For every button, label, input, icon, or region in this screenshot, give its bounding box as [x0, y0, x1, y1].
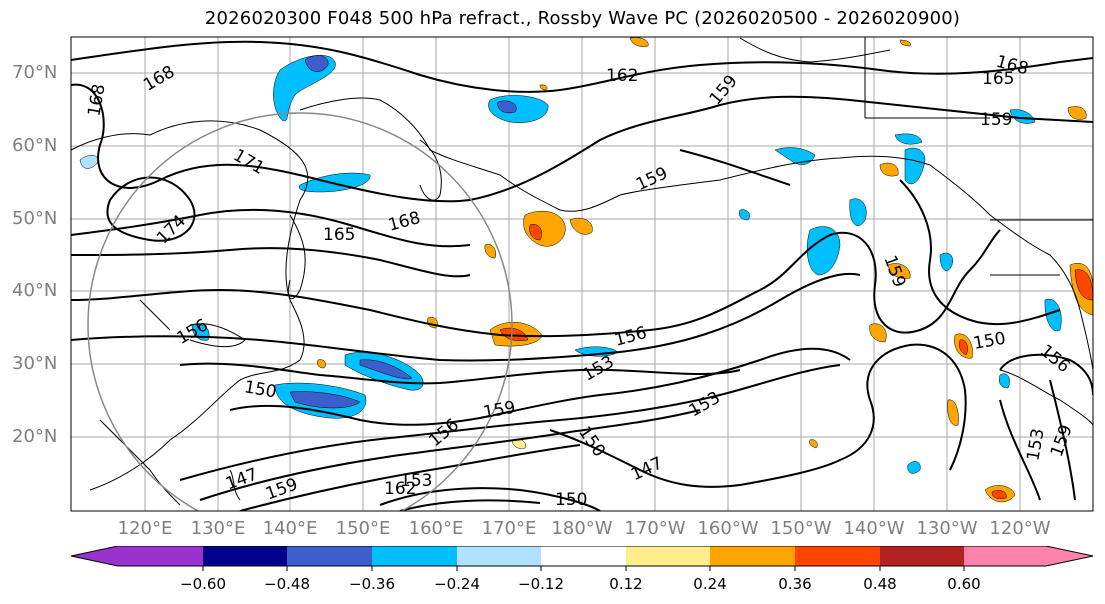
lon-label: 140°W: [843, 518, 905, 539]
lon-label: 120°W: [989, 518, 1051, 539]
contour-label: 159: [980, 110, 1012, 130]
contour-label: 162: [384, 479, 416, 499]
map-title: 2026020300 F048 500 hPa refract., Rossby…: [204, 8, 961, 29]
lon-label: 170°E: [481, 518, 537, 539]
lon-label: 170°W: [624, 518, 686, 539]
lon-label: 160°W: [697, 518, 759, 539]
lat-label: 60°N: [12, 135, 58, 156]
colorbar-segment-6: [626, 546, 710, 566]
colorbar-tick-label: 0.36: [778, 575, 812, 593]
colorbar-tick-label: −0.36: [349, 575, 395, 593]
lat-label: 70°N: [12, 62, 58, 83]
colorbar-segment-9: [880, 546, 964, 566]
colorbar-segment-8: [795, 546, 880, 566]
colorbar-segment-2: [287, 546, 372, 566]
colorbar-segment-0: [71, 546, 203, 566]
lon-label: 140°E: [262, 518, 318, 539]
colorbar-tick-label: 0.24: [693, 575, 727, 593]
negative-anomaly-shading: [79, 55, 1062, 474]
contour-label: 150: [555, 490, 587, 510]
lat-label: 30°N: [12, 353, 58, 374]
colorbar-tick-label: −0.48: [264, 575, 310, 593]
colorbar-segment-5: [541, 546, 626, 566]
colorbar-segment-7: [710, 546, 795, 566]
lon-label: 130°W: [916, 518, 978, 539]
lat-label: 40°N: [12, 280, 58, 301]
contour-label: 153: [400, 471, 432, 491]
lon-label: 150°W: [770, 518, 832, 539]
colorbar-tick-marks: [202, 566, 965, 571]
colorbar: [70, 546, 1094, 571]
colorbar-tick-label: 0.12: [609, 575, 643, 593]
colorbar-tick-label: −0.60: [180, 575, 226, 593]
colorbar-tick-label: −0.12: [518, 575, 564, 593]
plot-frame: [70, 36, 1094, 512]
lon-label: 150°E: [335, 518, 391, 539]
contour-label: 165: [323, 225, 355, 245]
lon-label: 120°E: [117, 518, 173, 539]
colorbar-segment-4: [457, 546, 541, 566]
lon-label: 180°W: [551, 518, 613, 539]
colorbar-tick-label: 0.60: [947, 575, 981, 593]
colorbar-segment-3: [372, 546, 457, 566]
coastlines: [71, 37, 1093, 506]
colorbar-outline: [70, 546, 1094, 567]
lon-label: 130°E: [190, 518, 246, 539]
lat-label: 20°N: [12, 426, 58, 447]
positive-anomaly-shading: [317, 37, 1093, 503]
reference-circle: [87, 112, 513, 511]
lat-label: 50°N: [12, 208, 58, 229]
colorbar-segment-10: [964, 546, 1093, 566]
colorbar-segments: [71, 546, 1093, 566]
lon-label: 160°E: [408, 518, 464, 539]
colorbar-tick-label: −0.24: [434, 575, 480, 593]
colorbar-segment-1: [203, 546, 287, 566]
colorbar-tick-label: 0.48: [863, 575, 897, 593]
contour-label: 165: [982, 69, 1014, 89]
contours: [71, 40, 1093, 511]
contour-label: 162: [606, 66, 638, 86]
map-plot: 168 168 162 165 168 159 171 174 165 168 …: [70, 36, 1094, 512]
